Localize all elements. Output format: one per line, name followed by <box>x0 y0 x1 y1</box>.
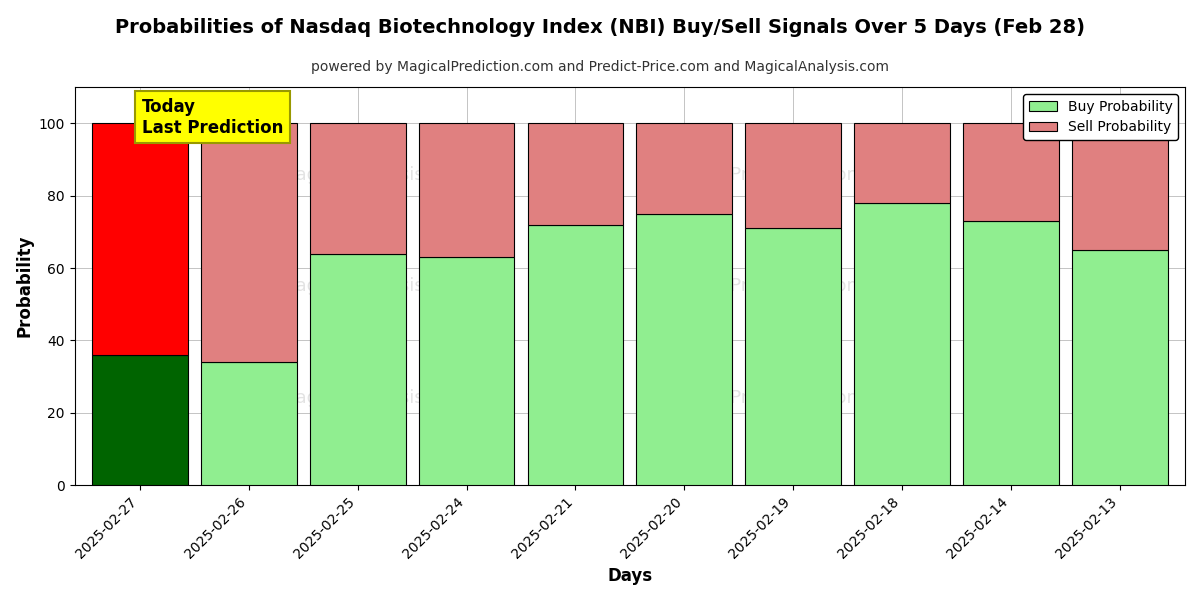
Bar <box>854 123 950 203</box>
Bar <box>310 254 406 485</box>
Y-axis label: Probability: Probability <box>16 235 34 337</box>
Text: MagicalPrediction.com: MagicalPrediction.com <box>661 277 864 295</box>
Bar <box>962 123 1058 221</box>
Bar <box>854 203 950 485</box>
Text: MagicalAnalysis.com: MagicalAnalysis.com <box>281 277 468 295</box>
Bar <box>419 257 515 485</box>
Bar <box>745 123 841 228</box>
Bar <box>92 355 188 485</box>
Text: MagicalAnalysis.com: MagicalAnalysis.com <box>281 166 468 184</box>
Bar <box>200 123 296 362</box>
Bar <box>636 214 732 485</box>
Bar <box>1072 123 1168 250</box>
Bar <box>200 362 296 485</box>
Bar <box>528 224 623 485</box>
Text: MagicalPrediction.com: MagicalPrediction.com <box>661 166 864 184</box>
Text: Probabilities of Nasdaq Biotechnology Index (NBI) Buy/Sell Signals Over 5 Days (: Probabilities of Nasdaq Biotechnology In… <box>115 18 1085 37</box>
Bar <box>92 123 188 355</box>
Bar <box>636 123 732 214</box>
Text: MagicalPrediction.com: MagicalPrediction.com <box>661 389 864 407</box>
Bar <box>419 123 515 257</box>
Text: MagicalAnalysis.com: MagicalAnalysis.com <box>281 389 468 407</box>
Text: powered by MagicalPrediction.com and Predict-Price.com and MagicalAnalysis.com: powered by MagicalPrediction.com and Pre… <box>311 60 889 74</box>
X-axis label: Days: Days <box>607 567 653 585</box>
Bar <box>962 221 1058 485</box>
Bar <box>1072 250 1168 485</box>
Bar <box>310 123 406 254</box>
Bar <box>528 123 623 224</box>
Legend: Buy Probability, Sell Probability: Buy Probability, Sell Probability <box>1024 94 1178 140</box>
Bar <box>745 228 841 485</box>
Text: Today
Last Prediction: Today Last Prediction <box>142 98 283 137</box>
